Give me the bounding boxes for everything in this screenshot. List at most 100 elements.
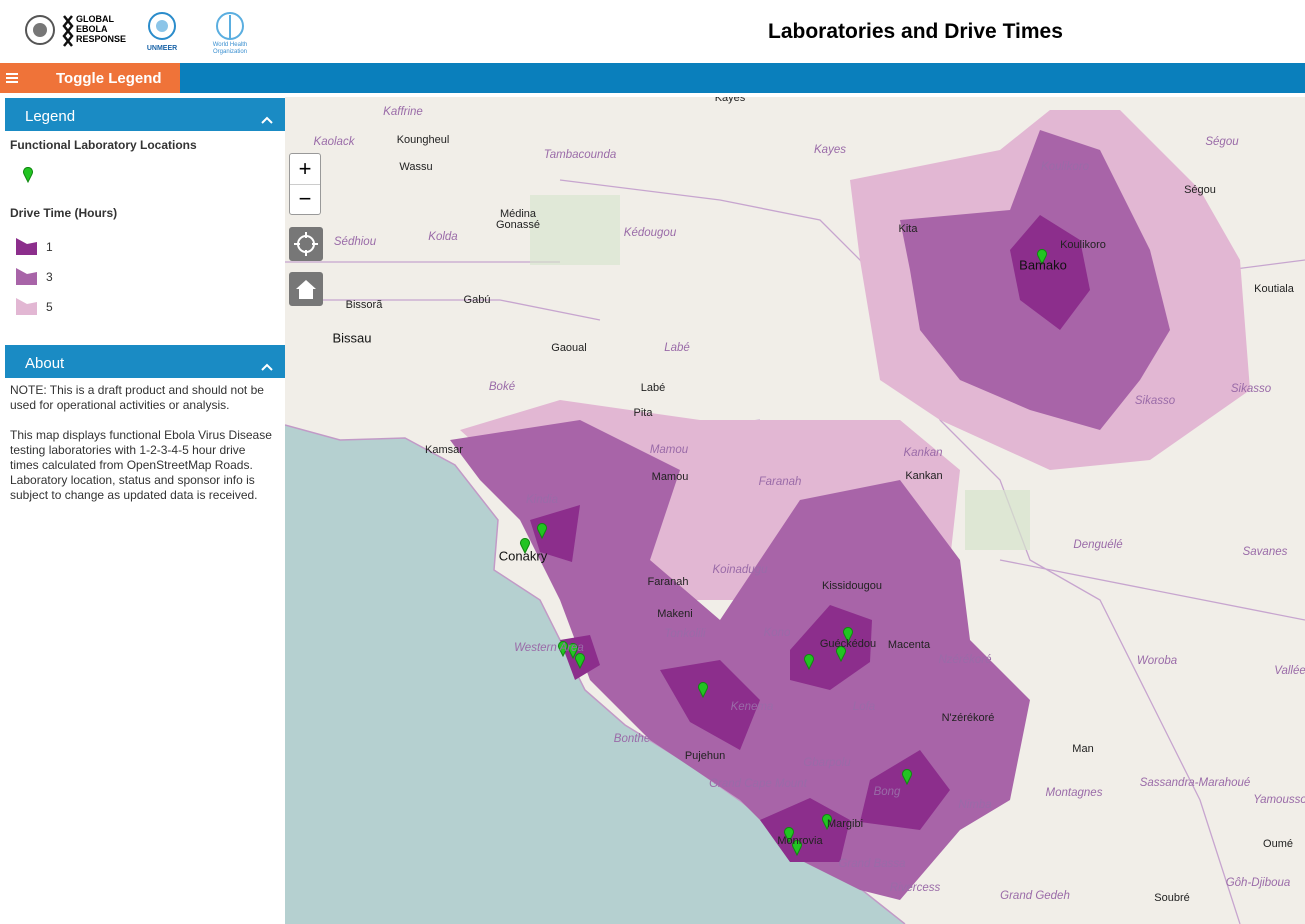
- place-label: Koinadugu: [712, 564, 768, 576]
- place-label: Koungheul: [396, 134, 450, 146]
- place-label: Makeni: [657, 608, 693, 620]
- place-label: Grand Gedeh: [1000, 890, 1070, 902]
- collapse-icon: [261, 363, 273, 371]
- place-label: Gbarpolu: [803, 757, 851, 769]
- place-label: Koulikoro: [1041, 161, 1089, 173]
- place-label: Koulikoro: [1060, 239, 1106, 251]
- place-label: Labé: [664, 342, 690, 354]
- about-description: This map displays functional Ebola Virus…: [10, 428, 272, 502]
- place-label: Pujehun: [684, 750, 726, 762]
- place-label: Conakry: [498, 548, 548, 564]
- place-label: Sikasso: [1134, 395, 1176, 407]
- place-label: Kaolack: [313, 136, 355, 148]
- legend-heading: Functional Laboratory Locations: [10, 138, 197, 152]
- place-label: Kankan: [903, 447, 943, 459]
- panel-title: About: [25, 355, 65, 372]
- place-label: Lofa: [852, 701, 876, 713]
- place-label: Montagnes: [1045, 787, 1103, 799]
- place-label: Kankan: [905, 470, 943, 482]
- place-label: Kamsar: [425, 444, 463, 456]
- place-label: Kindia: [526, 494, 558, 506]
- place-label: Macenta: [887, 639, 931, 651]
- place-label: Mamou: [651, 471, 689, 483]
- place-label: Bissau: [332, 330, 372, 346]
- place-label: Ségou: [1205, 136, 1239, 148]
- place-label: Oumé: [1263, 838, 1293, 850]
- header: GLOBAL EBOLA RESPONSE UNMEER World Healt…: [0, 0, 1305, 63]
- place-label: Sédhiou: [333, 236, 377, 248]
- place-label: Guéckédou: [819, 638, 877, 650]
- legend-item: 5: [46, 300, 53, 314]
- place-label: Mamou: [649, 444, 689, 456]
- place-label: Tonkolili: [664, 628, 706, 640]
- locate-button[interactable]: [289, 227, 323, 261]
- legend-heading: Drive Time (Hours): [10, 206, 118, 220]
- page-title: Laboratories and Drive Times: [768, 20, 1063, 43]
- place-label: Margibi: [826, 818, 864, 830]
- zoom-in-button[interactable]: +: [290, 154, 320, 185]
- place-label: Kissidougou: [822, 580, 882, 592]
- map[interactable]: Kaffrine Kayes Kaolack Koungheul Tambacounda…: [285, 97, 1305, 924]
- place-label: Bong: [873, 786, 901, 798]
- place-label: Gaoual: [551, 342, 587, 354]
- place-label: Tambacounda: [543, 149, 617, 161]
- place-label: Pita: [633, 407, 653, 419]
- place-label: Ségou: [1184, 184, 1216, 196]
- logo-text: EBOLA: [76, 24, 108, 34]
- place-label: Koutiala: [1254, 283, 1294, 295]
- place-label: Kédougou: [623, 227, 677, 239]
- legend-item: 3: [46, 270, 53, 284]
- place-label: Kayes: [714, 97, 746, 104]
- place-label: Wassu: [399, 161, 433, 173]
- place-label: Grand Cape Mount: [709, 778, 807, 790]
- place-label: Yamousso: [1253, 794, 1305, 806]
- toggle-legend-button[interactable]: Toggle Legend: [0, 63, 180, 93]
- place-label: Monrovia: [777, 835, 823, 847]
- place-label: Man: [1072, 743, 1094, 755]
- map-base: [285, 110, 1305, 924]
- place-label: Faranah: [758, 476, 802, 488]
- place-label: Rivercess: [889, 882, 941, 894]
- place-label: Kaffrine: [383, 106, 423, 118]
- side-panel: Legend Functional Laboratory Locations D…: [0, 93, 285, 924]
- logo-text: UNMEER: [147, 45, 177, 52]
- place-label: Bissorã: [345, 299, 383, 311]
- place-label: Médina: [499, 208, 537, 220]
- place-label: Kayes: [814, 144, 846, 156]
- place-label: Kenema: [730, 701, 774, 713]
- menu-icon: [6, 73, 18, 83]
- toolbar: Toggle Legend: [0, 63, 1305, 93]
- zoom-out-button[interactable]: −: [298, 186, 312, 211]
- place-label: Faranah: [647, 576, 689, 588]
- logos: GLOBAL EBOLA RESPONSE UNMEER World Healt…: [25, 12, 248, 55]
- logo-text: Organization: [213, 49, 247, 55]
- place-label: Gôh-Djiboua: [1225, 877, 1291, 889]
- place-label: Sikasso: [1230, 383, 1272, 395]
- logo-text: GLOBAL: [76, 14, 114, 24]
- place-label: Kolda: [428, 231, 458, 243]
- lab-markers: [520, 249, 1047, 857]
- place-label: Kita: [898, 223, 918, 235]
- logo-text: RESPONSE: [76, 34, 126, 44]
- legend-item: 1: [46, 240, 53, 254]
- home-button[interactable]: [289, 272, 323, 306]
- place-label: Woroba: [1136, 655, 1178, 667]
- panel-title: Legend: [25, 108, 76, 125]
- place-label: Western Area: [514, 642, 584, 654]
- about-header[interactable]: About: [5, 345, 285, 378]
- legend-header[interactable]: Legend: [5, 98, 285, 131]
- place-label: Soubré: [1154, 892, 1190, 904]
- place-label: Denguélé: [1073, 539, 1123, 551]
- logo-text: World Health: [213, 42, 248, 48]
- place-label: Grand Bassa: [838, 858, 906, 870]
- swatch: [16, 298, 37, 315]
- place-label: Sassandra-Marahoué: [1139, 777, 1251, 789]
- place-label: Boké: [488, 381, 516, 393]
- place-label: Savanes: [1242, 546, 1288, 558]
- about-note: NOTE: This is a draft product and should…: [10, 383, 264, 412]
- place-label: Nimba: [958, 799, 992, 811]
- place-label: Bamako: [1019, 257, 1067, 273]
- place-label: Bonthe: [613, 733, 651, 745]
- place-label: Vallée: [1274, 665, 1305, 677]
